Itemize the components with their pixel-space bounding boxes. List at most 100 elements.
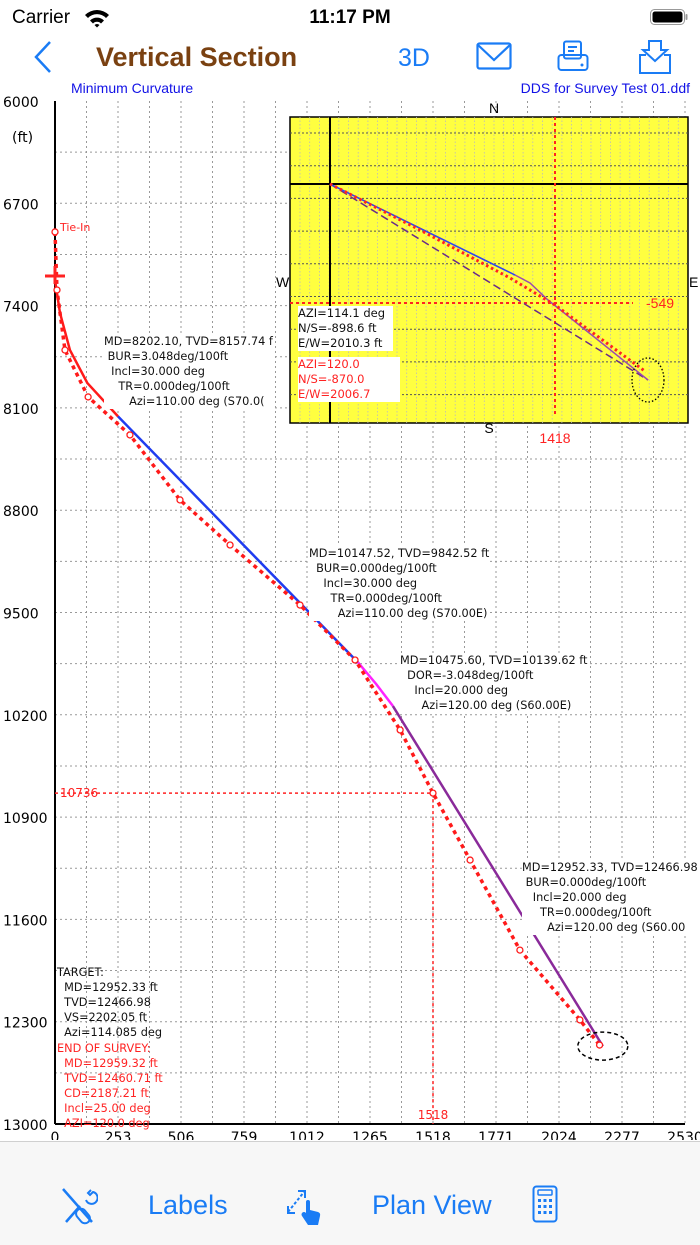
annotation-line: Azi=114.085 deg [57, 1026, 163, 1039]
annotation-line: BUR=0.000deg/100ft [309, 562, 437, 575]
inset-survey-info: AZI=120.0 N/S=-870.0 E/W=2006.7 [298, 357, 401, 402]
survey-station-point [51, 228, 59, 236]
y-tick-label: 10900 [3, 811, 48, 827]
survey-station-point [126, 431, 134, 439]
annotation-line: Azi=120.00 deg (S60.00 [522, 921, 686, 934]
annotation-line: MD=10147.52, TVD=9842.52 ft [309, 547, 490, 560]
x-tick-label: 2024 [541, 1130, 577, 1140]
survey-station-point [516, 946, 524, 954]
clock: 11:17 PM [309, 7, 391, 28]
annotation-line: TR=0.000deg/100ft [522, 906, 652, 919]
annotation-line: TR=0.000deg/100ft [104, 380, 230, 393]
annotation-line: AZI=120.0 deg [57, 1117, 150, 1130]
target-info: TARGET: MD=12952.33 ft TVD=12466.98 VS=2… [57, 965, 162, 1040]
annotation-line: E/W=2010.3 ft [298, 336, 383, 350]
y-tick-label: 9500 [3, 607, 39, 623]
survey-station-point [576, 1016, 584, 1024]
annotation-line: MD=12952.33 ft [57, 981, 158, 994]
plan-view-button[interactable]: Plan View [372, 1190, 492, 1220]
survey-station-point [429, 789, 437, 797]
y-tick-label: 8800 [3, 504, 39, 520]
compass-east-label: E [689, 274, 698, 290]
annotation-line: BUR=3.048deg/100ft [104, 350, 229, 363]
point-annotation: MD=10475.60, TVD=10139.62 ft DOR=-3.048d… [400, 653, 588, 713]
file-name-label: DDS for Survey Test 01.ddf [520, 80, 690, 96]
resize-gesture-icon[interactable] [284, 1186, 324, 1226]
x-tick-label: 1771 [478, 1130, 514, 1140]
inset-crosshair-x-label: 1418 [539, 430, 570, 446]
annotation-line: Incl=20.000 deg [400, 684, 509, 697]
point-annotation: MD=10147.52, TVD=9842.52 ft BUR=0.000deg… [309, 546, 490, 621]
annotation-line: Azi=110.00 deg (S70.00E) [309, 607, 488, 620]
annotation-line: E/W=2006.7 [298, 387, 371, 401]
survey-station-point [53, 286, 61, 294]
survey-station-point [226, 541, 234, 549]
tools-icon[interactable] [60, 1186, 98, 1226]
compass-north-label: N [489, 100, 499, 116]
inset-target-info: AZI=114.1 deg N/S=-898.6 ft E/W=2010.3 ft [298, 306, 394, 351]
survey-station-point [176, 496, 184, 504]
tie-in-marker [45, 266, 65, 285]
battery-icon [650, 9, 688, 25]
calc-method-label: Minimum Curvature [71, 80, 194, 96]
annotation-line: TVD=12460.71 ft [57, 1072, 163, 1085]
calculator-icon[interactable] [532, 1185, 558, 1223]
survey-station-point [296, 601, 304, 609]
annotation-line: Incl=25.00 deg [57, 1102, 151, 1115]
y-tick-label: 6700 [3, 197, 39, 213]
survey-station-point [61, 346, 69, 354]
point-annotation: MD=8202.10, TVD=8157.74 f BUR=3.048deg/1… [104, 334, 273, 409]
plan-tangent-segment [391, 705, 604, 1047]
x-tick-label: 1012 [289, 1130, 325, 1140]
status-bar: Carrier 11:17 PM [0, 0, 700, 36]
crosshair-vs-label: 1518 [418, 1108, 449, 1122]
x-tick-label: 1518 [415, 1130, 451, 1140]
y-tick-label: 10200 [3, 709, 48, 725]
inset-target-ellipse [631, 357, 665, 403]
y-tick-label: 11600 [3, 913, 48, 929]
y-tick-label: 7400 [3, 300, 39, 316]
annotation-line: Incl=30.000 deg [104, 365, 205, 378]
inset-target-line [329, 183, 649, 381]
bottom-toolbar [0, 1141, 700, 1245]
annotation-line: MD=10475.60, TVD=10139.62 ft [400, 654, 588, 667]
survey-station-point [396, 726, 404, 734]
plan-hold-segment [117, 415, 359, 664]
annotation-line: N/S=-870.0 [298, 372, 365, 386]
crosshair-tvd-label: 10736 [60, 786, 98, 800]
annotation-line: AZI=120.0 [298, 357, 360, 371]
plan-build-segment [53, 279, 119, 418]
survey-line [53, 231, 601, 1047]
annotation-line: CD=2187.21 ft [57, 1087, 149, 1100]
wifi-icon [85, 10, 109, 28]
tie-in-label: Tie-In [59, 221, 90, 234]
annotation-line: DOR=-3.048deg/100ft [400, 669, 534, 682]
compass-west-label: W [276, 274, 290, 290]
download-icon[interactable] [638, 39, 672, 75]
annotation-line: TVD=12466.98 [57, 996, 151, 1009]
mail-icon[interactable] [476, 42, 512, 70]
print-icon[interactable] [557, 40, 589, 72]
3d-button[interactable]: 3D [398, 44, 430, 72]
x-tick-label: 253 [105, 1130, 132, 1140]
inset-crosshair-y-label: -549 [646, 295, 674, 311]
annotation-line: END OF SURVEY: [57, 1042, 151, 1055]
annotation-line: TARGET: [57, 966, 104, 979]
annotation-line: Azi=110.00 deg (S70.0( [104, 395, 265, 408]
x-tick-label: 0 [51, 1130, 60, 1140]
page-title: Vertical Section [96, 42, 298, 72]
annotation-line: N/S=-898.6 ft [298, 321, 377, 335]
x-tick-label: 1265 [352, 1130, 388, 1140]
labels-button[interactable]: Labels [148, 1190, 228, 1220]
chevron-left-icon[interactable] [32, 40, 54, 74]
target-ellipse [577, 1031, 629, 1061]
survey-station-point [351, 656, 359, 664]
annotation-line: BUR=0.000deg/100ft [522, 876, 647, 889]
inset-survey-line [329, 182, 647, 374]
annotation-line: TR=0.000deg/100ft [309, 592, 442, 605]
x-tick-label: 759 [231, 1130, 258, 1140]
compass-south-label: S [484, 420, 493, 436]
y-tick-label: 12300 [3, 1016, 48, 1032]
end-of-survey-info: END OF SURVEY: MD=12959.32 ft TVD=12460.… [57, 1041, 163, 1131]
annotation-line: MD=12952.33, TVD=12466.98 [522, 861, 698, 874]
